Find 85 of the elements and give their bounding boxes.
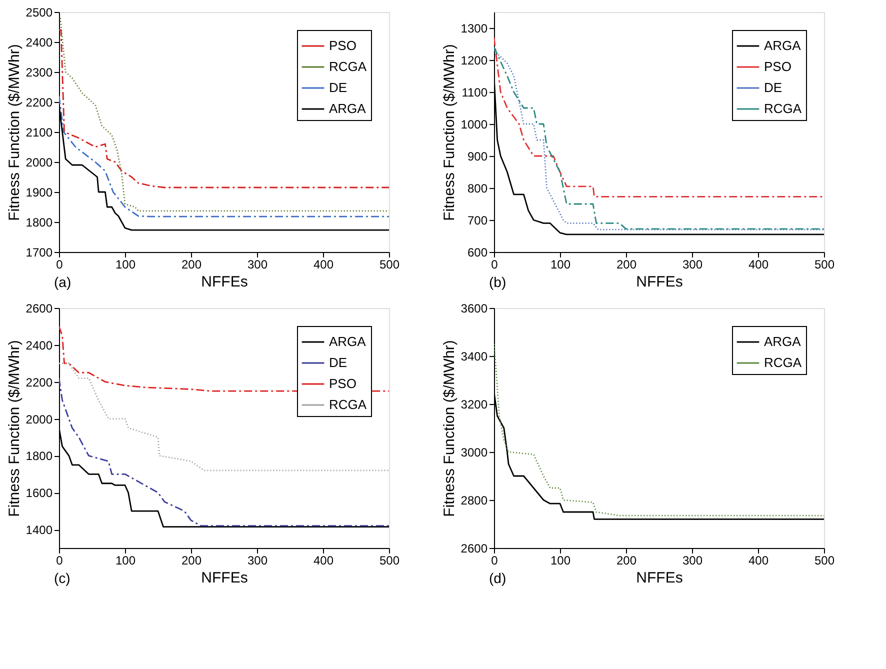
x-tick-label: 200 [181, 258, 202, 272]
y-tick-label: 1900 [26, 186, 53, 200]
legend-label: PSO [329, 38, 356, 53]
y-tick-label: 1400 [26, 523, 53, 538]
legend-label: ARGA [329, 334, 366, 349]
x-axis-title: NFFEs [201, 570, 248, 586]
x-tick-label: 400 [313, 554, 334, 568]
x-axis-title: NFFEs [636, 570, 683, 586]
y-tick-label: 2000 [26, 412, 53, 426]
legend-label: ARGA [764, 38, 802, 53]
y-tick-label: 1000 [460, 118, 488, 132]
x-tick-label: 100 [115, 554, 136, 568]
y-axis-title: Fitness Function ($/MWhr) [6, 340, 23, 517]
y-tick-label: 600 [467, 246, 488, 260]
y-tick-label: 3000 [460, 446, 488, 460]
y-tick-label: 900 [467, 150, 488, 164]
legend-label: DE [764, 80, 782, 95]
x-tick-label: 500 [379, 554, 400, 568]
y-tick-label: 2100 [26, 126, 53, 140]
x-tick-label: 500 [379, 258, 400, 272]
y-tick-label: 1700 [26, 246, 53, 260]
y-axis-title: Fitness Function ($/MWhr) [440, 44, 458, 221]
y-tick-label: 2300 [26, 66, 53, 80]
y-axis-title: Fitness Function ($/MWhr) [6, 44, 23, 221]
legend-label: RCGA [329, 59, 367, 74]
y-tick-label: 2600 [26, 302, 53, 316]
x-tick-label: 100 [550, 258, 571, 272]
y-tick-label: 3200 [460, 398, 488, 412]
line-series [59, 29, 389, 188]
y-tick-label: 2000 [26, 156, 53, 170]
y-tick-label: 1800 [26, 449, 53, 464]
line-series [60, 17, 389, 212]
x-tick-label: 200 [181, 554, 202, 568]
legend-label: DE [329, 80, 348, 95]
legend-label: PSO [764, 59, 792, 74]
y-tick-label: 1100 [462, 86, 488, 100]
x-tick-label: 0 [56, 258, 64, 272]
legend-label: PSO [329, 376, 356, 391]
legend-label: RCGA [329, 397, 367, 412]
legend-label: DE [329, 355, 348, 370]
y-tick-label: 2800 [460, 494, 488, 508]
line-series [59, 377, 389, 527]
x-tick-label: 500 [814, 258, 835, 272]
text: (d) [489, 570, 506, 586]
y-tick-label: 3400 [460, 350, 488, 364]
y-tick-label: 2500 [26, 6, 53, 20]
x-tick-label: 100 [550, 554, 571, 568]
x-tick-label: 300 [682, 554, 703, 568]
y-tick-label: 1300 [460, 22, 488, 36]
y-tick-label: 3600 [460, 302, 488, 316]
x-axis-title: NFFEs [636, 274, 683, 290]
y-tick-label: 800 [467, 182, 488, 196]
x-tick-label: 400 [748, 258, 769, 272]
x-tick-label: 400 [313, 258, 334, 272]
y-tick-label: 2200 [26, 96, 53, 110]
y-tick-label: 2400 [26, 338, 53, 352]
x-axis-title: NFFEs [201, 274, 248, 290]
y-tick-label: 1200 [460, 54, 488, 68]
x-tick-label: 200 [616, 258, 637, 272]
x-tick-label: 0 [56, 554, 64, 568]
x-tick-label: 300 [682, 258, 703, 272]
y-tick-label: 1800 [26, 216, 53, 230]
legend-label: RCGA [764, 355, 802, 370]
text: (c) [54, 570, 70, 586]
text: (a) [54, 274, 72, 290]
legend-label: RCGA [764, 101, 802, 116]
line-series [59, 95, 389, 218]
y-tick-label: 2200 [26, 375, 53, 390]
x-tick-label: 300 [247, 258, 268, 272]
x-tick-label: 500 [814, 554, 835, 568]
x-tick-label: 200 [616, 554, 637, 568]
y-tick-label: 1600 [26, 486, 53, 500]
y-tick-label: 2400 [26, 36, 53, 50]
y-axis-title: Fitness Function ($/MWhr) [440, 340, 458, 517]
legend-label: ARGA [764, 334, 802, 349]
y-tick-label: 2600 [460, 542, 488, 556]
x-tick-label: 100 [115, 258, 136, 272]
legend-label: ARGA [329, 101, 366, 116]
text: (b) [489, 274, 506, 290]
x-tick-label: 0 [491, 554, 498, 568]
line-series [494, 36, 824, 198]
x-tick-label: 0 [491, 258, 498, 272]
x-tick-label: 300 [247, 554, 268, 568]
y-tick-label: 700 [467, 214, 488, 228]
x-tick-label: 400 [748, 554, 769, 568]
